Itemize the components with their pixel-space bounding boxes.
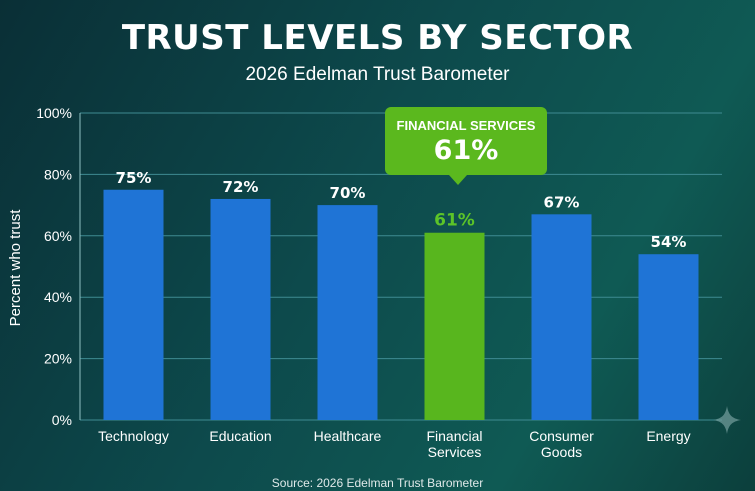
x-tick-label: Healthcare bbox=[314, 428, 382, 444]
data-label: 72% bbox=[223, 178, 259, 196]
highlight-callout: FINANCIAL SERVICES 61% bbox=[385, 107, 547, 185]
bars bbox=[103, 189, 699, 420]
y-tick-label: 20% bbox=[44, 351, 72, 367]
chart-title: TRUST LEVELS BY SECTOR bbox=[121, 18, 634, 58]
data-label: 75% bbox=[116, 169, 152, 187]
bar bbox=[638, 254, 699, 420]
bar bbox=[317, 205, 378, 420]
callout-label: FINANCIAL SERVICES bbox=[396, 118, 536, 133]
y-tick-label: 0% bbox=[52, 412, 72, 428]
source-note: Source: 2026 Edelman Trust Barometer bbox=[271, 476, 484, 490]
data-label: 67% bbox=[544, 193, 580, 211]
data-label: 70% bbox=[330, 184, 366, 202]
data-labels: 75% 72% 70% 61% 67% 54% bbox=[116, 169, 687, 251]
data-label: 54% bbox=[651, 233, 687, 251]
callout-value: 61% bbox=[433, 135, 499, 166]
chart-subtitle: 2026 Edelman Trust Barometer bbox=[245, 64, 510, 85]
x-tick-label: Technology bbox=[98, 428, 169, 444]
bar bbox=[103, 189, 164, 420]
y-tick-label: 40% bbox=[44, 289, 72, 305]
y-tick-label: 80% bbox=[44, 166, 72, 182]
data-label: 61% bbox=[434, 211, 475, 231]
y-axis-label: Percent who trust bbox=[7, 209, 24, 327]
x-tick-label: Energy bbox=[646, 428, 690, 444]
x-tick-labels: Technology Education Healthcare Financial Se… bbox=[98, 428, 691, 460]
bar bbox=[424, 232, 485, 420]
sparkle-icon bbox=[713, 406, 741, 434]
x-tick-label: Consumer Goods bbox=[529, 428, 594, 460]
bar bbox=[210, 198, 271, 420]
x-tick-label: Financial Services bbox=[426, 428, 482, 460]
y-tick-label: 60% bbox=[44, 228, 72, 244]
y-tick-label: 100% bbox=[36, 105, 72, 121]
bar bbox=[531, 214, 592, 420]
y-tick-labels: 0% 20% 40% 60% 80% 100% bbox=[36, 105, 72, 428]
x-tick-label: Education bbox=[209, 428, 271, 444]
